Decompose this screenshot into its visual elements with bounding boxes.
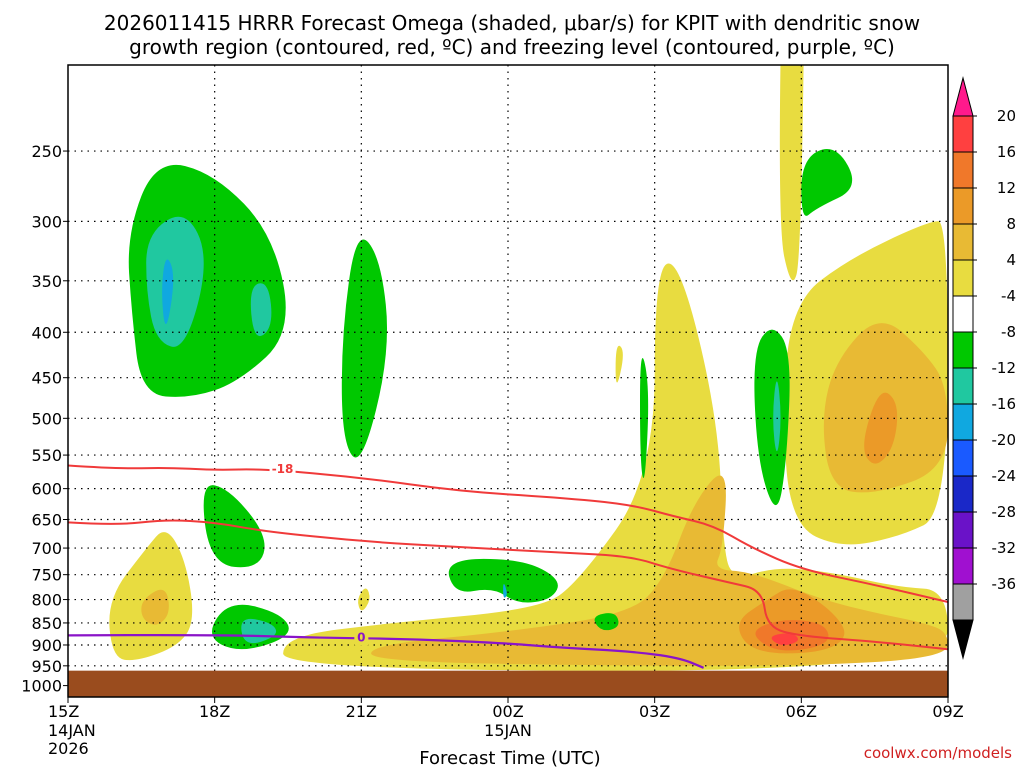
omega-ascent-region-10 xyxy=(864,392,898,464)
colorbar-band-6 xyxy=(952,295,974,333)
y-tick-label-13: 900 xyxy=(31,636,62,655)
x-tick-label-6: 09Z xyxy=(932,702,963,721)
omega-ascent-region-1 xyxy=(141,589,169,625)
colorbar-label-8: -16 xyxy=(992,395,1017,413)
y-tick-label-9: 700 xyxy=(31,539,62,558)
y-tick-label-7: 600 xyxy=(31,480,62,499)
colorbar-label-12: -32 xyxy=(992,539,1017,557)
freezing-level-contour-0 xyxy=(68,634,705,669)
colorbar-top-triangle xyxy=(952,76,974,117)
colorbar-bottom-triangle xyxy=(952,619,974,660)
positive-omega-layer xyxy=(109,65,948,671)
freezing-level-layer: 0 xyxy=(68,629,705,669)
x-tick-label-5: 06Z xyxy=(786,702,817,721)
omega-descent-region-12 xyxy=(754,329,790,506)
colorbar-band-13 xyxy=(952,547,974,585)
colorbar-band-11 xyxy=(952,475,974,513)
omega-descent-region-13 xyxy=(773,381,781,452)
y-tick-label-14: 950 xyxy=(31,657,62,676)
colorbar-band-10 xyxy=(952,439,974,477)
y-tick-label-8: 650 xyxy=(31,510,62,529)
freezing-level-label: 0 xyxy=(357,631,365,645)
y-tick-label-3: 400 xyxy=(31,323,62,342)
omega-descent-region-10 xyxy=(594,613,619,631)
y-axis-ticks: 250 300 350 400 450 500 550 600 650 700 750 800 850 9… xyxy=(21,142,68,696)
colorbar-band-7 xyxy=(952,331,974,369)
omega-ascent-region-2 xyxy=(283,263,948,671)
y-tick-label-6: 550 xyxy=(31,446,62,465)
colorbar-label-6: -8 xyxy=(1001,323,1016,341)
x-tick-year-0: 2026 xyxy=(48,739,89,758)
colorbar: 20 16 12 8 4 -4 -8 -12 -16 -20 -24 -28 -32 -36 xyxy=(952,76,1017,660)
y-tick-label-4: 450 xyxy=(31,369,62,388)
colorbar-label-1: 16 xyxy=(997,143,1016,161)
colorbar-label-0: 20 xyxy=(997,107,1016,125)
x-tick-label-2: 21Z xyxy=(346,702,377,721)
x-axis-label: Forecast Time (UTC) xyxy=(419,748,600,768)
grid-layer xyxy=(68,65,948,697)
negative-omega-layer xyxy=(128,149,853,650)
ground-below-surface xyxy=(68,670,948,697)
omega-descent-region-8 xyxy=(448,558,558,603)
colorbar-label-2: 12 xyxy=(997,179,1016,197)
dgz-contour-1 xyxy=(68,519,948,651)
colorbar-band-8 xyxy=(952,367,974,405)
colorbar-band-5 xyxy=(952,259,974,297)
chart-title-line-2: growth region (contoured, red, ºC) and f… xyxy=(129,35,895,59)
x-tick-date-3: 15JAN xyxy=(484,721,532,740)
x-tick-date-0: 14JAN xyxy=(48,721,96,740)
x-tick-label-4: 03Z xyxy=(639,702,670,721)
dgz-label-bg xyxy=(269,459,296,476)
y-tick-label-1: 300 xyxy=(31,212,62,231)
y-tick-label-10: 750 xyxy=(31,566,62,585)
omega-descent-region-9 xyxy=(503,584,507,598)
y-tick-label-15: 1000 xyxy=(21,677,62,696)
colorbar-label-3: 8 xyxy=(1006,215,1016,233)
colorbar-label-10: -24 xyxy=(992,467,1017,485)
colorbar-band-9 xyxy=(952,403,974,441)
y-tick-label-11: 800 xyxy=(31,591,62,610)
omega-descent-region-3 xyxy=(250,283,272,337)
omega-descent-region-11 xyxy=(640,358,649,479)
colorbar-label-7: -12 xyxy=(992,359,1017,377)
y-tick-label-5: 500 xyxy=(31,409,62,428)
omega-descent-region-4 xyxy=(341,239,388,458)
omega-ascent-region-6 xyxy=(771,633,799,646)
dgz-contour-label: -18 xyxy=(272,462,294,476)
plot-area: -18 0 xyxy=(68,65,948,697)
colorbar-label-4: 4 xyxy=(1006,251,1016,269)
colorbar-band-2 xyxy=(952,151,974,189)
colorbar-label-13: -36 xyxy=(992,575,1017,593)
chart-title-line-1: 2026011415 HRRR Forecast Omega (shaded, … xyxy=(104,11,920,35)
colorbar-band-3 xyxy=(952,187,974,225)
y-tick-label-2: 350 xyxy=(31,272,62,291)
colorbar-label-11: -28 xyxy=(992,503,1017,521)
colorbar-band-14 xyxy=(952,583,974,621)
omega-descent-region-14 xyxy=(801,149,853,216)
omega-ascent-region-7 xyxy=(779,65,804,281)
omega-descent-region-2 xyxy=(162,259,174,325)
x-tick-label-1: 18Z xyxy=(199,702,230,721)
y-tick-label-12: 850 xyxy=(31,614,62,633)
colorbar-label-5: -4 xyxy=(1001,287,1016,305)
colorbar-band-1 xyxy=(952,115,974,153)
x-tick-label-3: 00Z xyxy=(492,702,523,721)
colorbar-band-12 xyxy=(952,511,974,549)
omega-ascent-region-11 xyxy=(615,345,623,383)
omega-descent-region-1 xyxy=(146,216,204,347)
freezing-label-bg xyxy=(354,629,369,646)
colorbar-band-4 xyxy=(952,223,974,261)
y-tick-label-0: 250 xyxy=(31,142,62,161)
colorbar-label-9: -20 xyxy=(992,431,1017,449)
x-tick-label-0: 15Z xyxy=(48,702,79,721)
dgz-contour-layer: -18 xyxy=(68,459,948,651)
credit-text: coolwx.com/models xyxy=(864,744,1012,762)
dgz-contour-0 xyxy=(68,464,948,603)
